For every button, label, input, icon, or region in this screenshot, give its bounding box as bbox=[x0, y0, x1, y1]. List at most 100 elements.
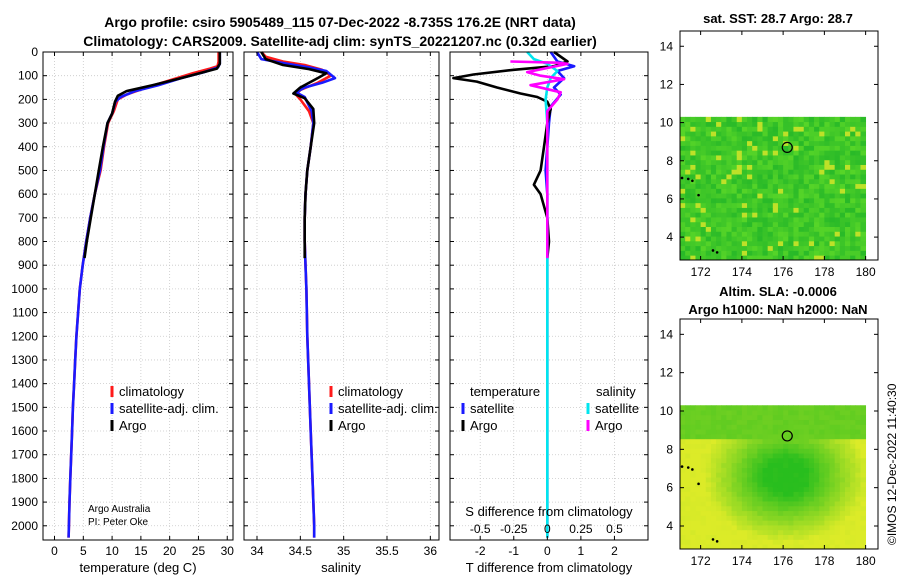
m-sst-cell bbox=[721, 145, 727, 151]
m-sla-cell bbox=[685, 481, 691, 488]
m-sst-cell bbox=[798, 245, 805, 251]
m-sst-cell bbox=[741, 145, 748, 151]
m-sla-cell bbox=[767, 525, 774, 531]
m-sst-cell bbox=[716, 193, 722, 199]
m-sst-cell bbox=[788, 183, 794, 189]
m-sst-cell bbox=[705, 255, 712, 261]
depth-tick-label-100: 100 bbox=[18, 69, 38, 83]
m-sst-cell bbox=[829, 183, 836, 189]
m-sla-cell bbox=[741, 510, 748, 516]
m-sla-cell bbox=[680, 443, 686, 449]
m-sla-cell bbox=[819, 515, 825, 521]
depth-tick-label-900: 900 bbox=[18, 258, 38, 272]
m-sst-cell bbox=[726, 164, 732, 170]
m-sst-cell bbox=[700, 169, 707, 175]
m-sla-cell bbox=[716, 405, 722, 411]
m-sla-xtick-label-180: 180 bbox=[856, 554, 876, 568]
m-sst-cell bbox=[726, 135, 732, 142]
m-sst-cell bbox=[845, 212, 851, 218]
m-sst-cell bbox=[839, 183, 846, 189]
m-sla-cell bbox=[777, 410, 784, 416]
m-sla-cell bbox=[819, 438, 825, 444]
m-sla-cell bbox=[716, 515, 722, 521]
m-sla-cell bbox=[731, 462, 738, 468]
m-sst-cell bbox=[731, 240, 738, 247]
m-sst-cell bbox=[803, 245, 810, 251]
m-sla-cell bbox=[783, 429, 789, 435]
m-sst-cell bbox=[747, 188, 753, 194]
m-sst-cell bbox=[757, 250, 763, 256]
m-sst-cell bbox=[855, 245, 861, 251]
m-sst-cell bbox=[752, 255, 758, 261]
m-sst-cell bbox=[700, 140, 707, 146]
m-sla-cell bbox=[839, 539, 846, 545]
m-sla-cell bbox=[747, 539, 753, 545]
m-sla-cell bbox=[731, 544, 738, 550]
m-sla-cell bbox=[705, 529, 712, 536]
m-sst-cell bbox=[680, 202, 686, 208]
m-sst-cell bbox=[819, 116, 825, 123]
p-sal-xtick-label-35: 35 bbox=[337, 544, 351, 558]
m-sla-cell bbox=[788, 477, 794, 483]
m-sla-cell bbox=[736, 448, 743, 454]
m-sst-cell bbox=[855, 231, 861, 237]
depth-tick-label-2000: 2000 bbox=[11, 519, 38, 533]
salinity-grid bbox=[244, 51, 439, 540]
m-sst-cell bbox=[716, 174, 722, 180]
m-sst-cell bbox=[798, 183, 805, 189]
m-sla-cell bbox=[721, 467, 727, 473]
m-sla-cell bbox=[767, 410, 774, 416]
m-sst-cell bbox=[731, 236, 738, 242]
m-sla-cell bbox=[705, 505, 712, 512]
m-sla-cell bbox=[808, 491, 815, 497]
depth-tick-label-1100: 1100 bbox=[12, 306, 38, 320]
m-sst-cell bbox=[762, 212, 769, 218]
m-sla-cell bbox=[762, 434, 769, 440]
m-sst-cell bbox=[783, 164, 789, 170]
m-sla-cell bbox=[767, 477, 774, 483]
m-sst-cell bbox=[767, 169, 774, 175]
p-diff-series-temperature-satellite bbox=[544, 51, 576, 538]
m-sla-cell bbox=[839, 467, 846, 473]
p-sal-series-satellite-adj-clim- bbox=[255, 51, 337, 538]
m-sst-cell bbox=[772, 226, 779, 232]
temperature-lines bbox=[67, 52, 222, 538]
m-sst-cell bbox=[762, 150, 769, 156]
m-sla-cell bbox=[829, 424, 836, 430]
m-sst-cell bbox=[695, 217, 702, 223]
m-sst-cell bbox=[783, 178, 789, 185]
m-sst-cell bbox=[845, 245, 851, 251]
m-sla-cell bbox=[788, 515, 794, 521]
m-sst-cell bbox=[762, 193, 769, 199]
m-sla-cell bbox=[741, 539, 748, 545]
m-sla-cell bbox=[798, 472, 805, 478]
m-sla-cell bbox=[798, 481, 805, 488]
m-sla-cell bbox=[793, 534, 799, 540]
depth-tick-label-600: 600 bbox=[18, 187, 38, 201]
m-sst-cell bbox=[814, 116, 820, 123]
m-sst-cell bbox=[690, 131, 696, 137]
m-sla-cell bbox=[767, 544, 774, 550]
m-sla-cell bbox=[788, 443, 794, 449]
m-sst-cell bbox=[747, 255, 753, 261]
m-sla-cell bbox=[819, 510, 825, 516]
m-sla-island-2 bbox=[691, 468, 694, 471]
depth-tick-label-1200: 1200 bbox=[11, 329, 38, 343]
m-sst-cell bbox=[721, 164, 727, 170]
m-sst-cell bbox=[680, 226, 686, 232]
m-sla-cell bbox=[777, 481, 784, 488]
m-sst-cell bbox=[819, 197, 825, 204]
m-sst-cell bbox=[767, 255, 774, 261]
m-sst-cell bbox=[860, 197, 867, 204]
m-sst-cell bbox=[798, 150, 805, 156]
m-sst-cell bbox=[731, 202, 738, 208]
m-sla-cell bbox=[839, 496, 846, 502]
m-sla-cell bbox=[741, 467, 748, 473]
m-sla-cell bbox=[685, 477, 691, 483]
m-sla-cell bbox=[783, 539, 789, 545]
m-sst-cell bbox=[772, 116, 779, 123]
m-sst-cell bbox=[803, 212, 810, 218]
m-sst-cell bbox=[716, 217, 722, 223]
m-sla-cell bbox=[839, 477, 846, 483]
m-sst-cell bbox=[700, 131, 707, 137]
